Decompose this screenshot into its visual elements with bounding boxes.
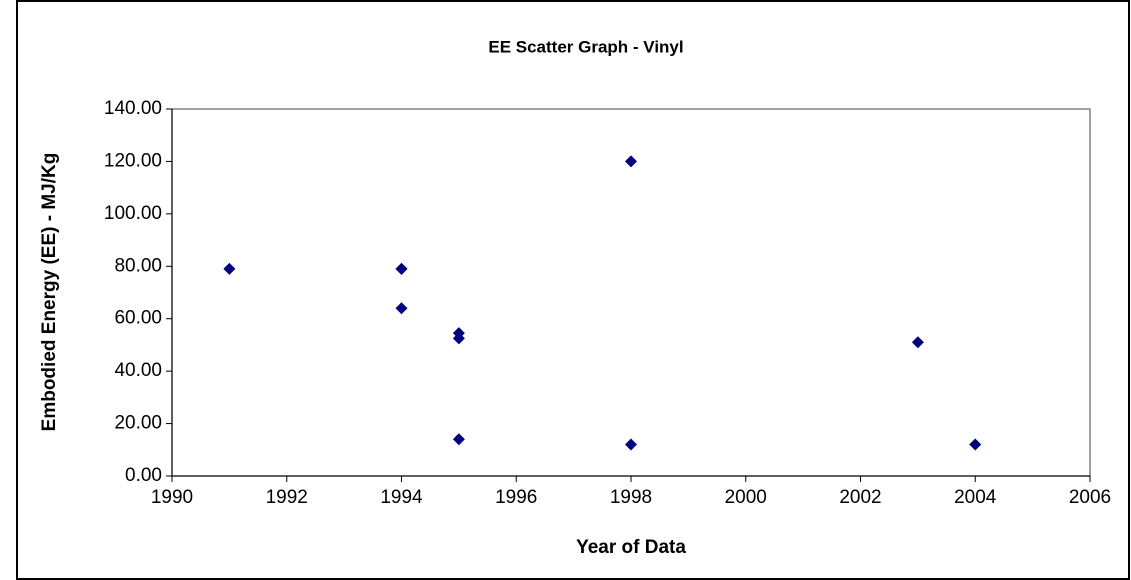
point xyxy=(452,332,465,345)
point xyxy=(911,336,924,349)
point xyxy=(395,262,408,275)
y-tick-label: 40.00 xyxy=(114,360,162,381)
point xyxy=(223,262,236,275)
plot-area xyxy=(171,108,1091,477)
point xyxy=(625,155,637,168)
point xyxy=(395,302,408,315)
x-tick-label: 2006 xyxy=(1069,487,1111,508)
y-axis-label: Embodied Energy (EE) - MJ/Kg xyxy=(39,153,60,432)
point xyxy=(969,438,982,451)
x-tick-label: 1994 xyxy=(380,487,423,508)
x-tick-label: 2004 xyxy=(954,487,997,508)
x-axis-label: Year of Data xyxy=(576,537,686,558)
chart-title: EE Scatter Graph - Vinyl xyxy=(488,37,683,56)
y-tick-label: 140.00 xyxy=(104,98,162,119)
x-tick-label: 1996 xyxy=(495,487,537,508)
x-tick-label: 2002 xyxy=(839,487,881,508)
x-tick-label: 2000 xyxy=(725,487,767,508)
y-tick-label: 60.00 xyxy=(114,308,162,329)
y-tick-label: 100.00 xyxy=(104,203,162,224)
y-tick-label: 0.00 xyxy=(125,465,162,486)
y-tick-label: 80.00 xyxy=(114,255,162,276)
x-tick-label: 1992 xyxy=(266,487,308,508)
point xyxy=(452,433,465,446)
y-tick-label: 120.00 xyxy=(104,150,162,171)
y-tick-label: 20.00 xyxy=(114,413,162,434)
point xyxy=(625,438,637,451)
x-tick-label: 1990 xyxy=(151,487,193,508)
x-tick-label: 1998 xyxy=(610,487,652,508)
